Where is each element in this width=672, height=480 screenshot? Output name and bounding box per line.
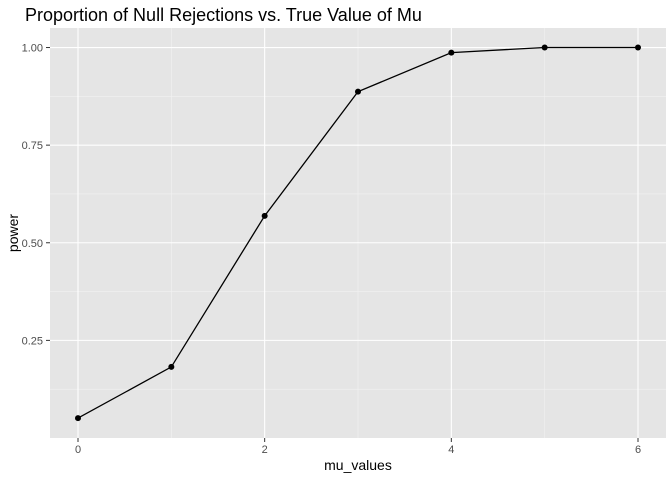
axis-ticks: 0 2 4 6 0.25 0.50 0.75 1.00: [22, 43, 641, 456]
y-axis-title: power: [5, 214, 21, 252]
x-tick-label: 2: [262, 444, 268, 456]
x-axis-title: mu_values: [324, 457, 392, 473]
x-tick-label: 6: [635, 444, 641, 456]
data-point: [75, 415, 81, 422]
series-group: [75, 44, 641, 422]
data-point: [541, 44, 548, 51]
data-point: [355, 88, 361, 95]
grid-major: [50, 28, 666, 438]
y-tick-label: 0.50: [22, 238, 43, 250]
data-point: [168, 363, 175, 370]
y-tick-label: 1.00: [22, 43, 43, 55]
y-tick-label: 0.75: [22, 140, 43, 152]
data-point: [448, 49, 455, 56]
data-point: [635, 44, 641, 51]
x-tick-label: 4: [448, 444, 454, 456]
y-tick-label: 0.25: [22, 335, 43, 347]
chart-title: Proportion of Null Rejections vs. True V…: [25, 5, 422, 25]
grid-minor: [50, 28, 666, 438]
x-tick-label: 0: [75, 444, 81, 456]
data-point: [261, 212, 268, 219]
